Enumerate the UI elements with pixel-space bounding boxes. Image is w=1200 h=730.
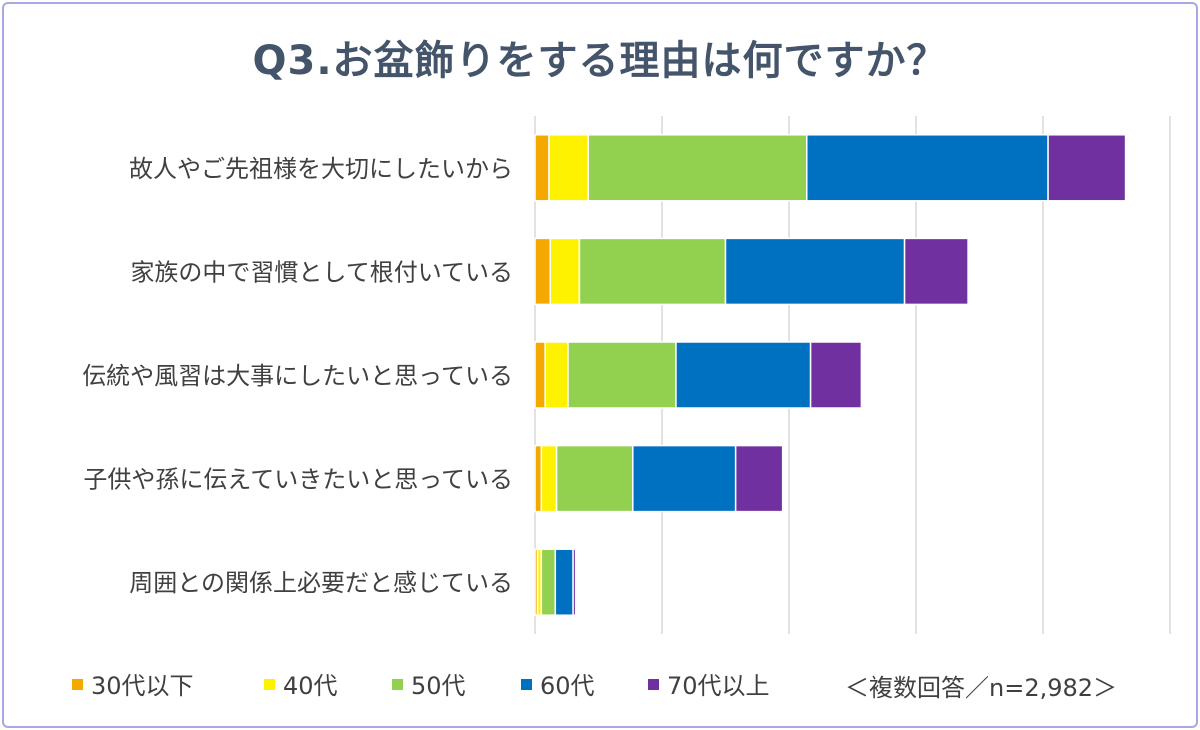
bar-segment: [903, 237, 969, 306]
legend-swatch: [264, 679, 275, 690]
legend-label: 40代: [283, 672, 338, 700]
bar-segment: [534, 134, 550, 202]
legend-swatch: [392, 679, 403, 690]
bar-segment: [806, 134, 1049, 202]
bar-segment: [554, 548, 574, 616]
category-label: 子供や孫に伝えていきたいと思っている: [83, 466, 513, 494]
category-label: 周囲との関係上必要だと感じている: [129, 569, 513, 597]
bar-segment: [567, 341, 677, 409]
category-label: 家族の中で習慣として根付いている: [130, 258, 513, 286]
sample-note: ＜複数回答／n=2,982＞: [845, 674, 1118, 702]
legend-swatch: [72, 679, 83, 690]
bar-segment: [587, 134, 808, 202]
bar-segment: [540, 548, 557, 616]
legend-label: 60代: [540, 672, 595, 700]
legend-label: 70代以上: [667, 672, 770, 700]
bar-segment: [548, 134, 590, 202]
bar-segment: [555, 444, 634, 513]
legend-label: 50代: [411, 672, 466, 700]
legend-label: 30代以下: [91, 672, 194, 700]
legend-swatch: [521, 679, 532, 690]
bar-segment: [632, 444, 737, 513]
legend-swatch: [648, 679, 659, 690]
bar-segment: [734, 444, 784, 513]
chart-title: Q3.お盆飾りをする理由は何ですか？: [252, 38, 948, 84]
bar-segment: [1047, 134, 1127, 202]
bars: [534, 134, 1127, 616]
bar-segment: [534, 237, 551, 306]
bar-segment: [572, 548, 577, 616]
bar-segment: [724, 237, 906, 306]
bar-segment: [534, 341, 546, 409]
category-label: 伝統や風習は大事にしたいと思っている: [82, 362, 513, 390]
legend: 30代以下 40代 50代 60代 70代以上: [72, 672, 770, 700]
bar-segment: [544, 341, 569, 409]
bar-segment: [549, 237, 581, 306]
bar-segment: [578, 237, 727, 306]
bar-segment: [675, 341, 812, 409]
category-labels: 故人やご先祖様を大切にしたいから家族の中で習慣として根付いている伝統や風習は大事…: [82, 155, 513, 597]
bar-segment: [540, 444, 558, 513]
category-label: 故人やご先祖様を大切にしたいから: [129, 155, 513, 183]
bar-segment: [809, 341, 863, 409]
bar-segment: [534, 444, 543, 513]
